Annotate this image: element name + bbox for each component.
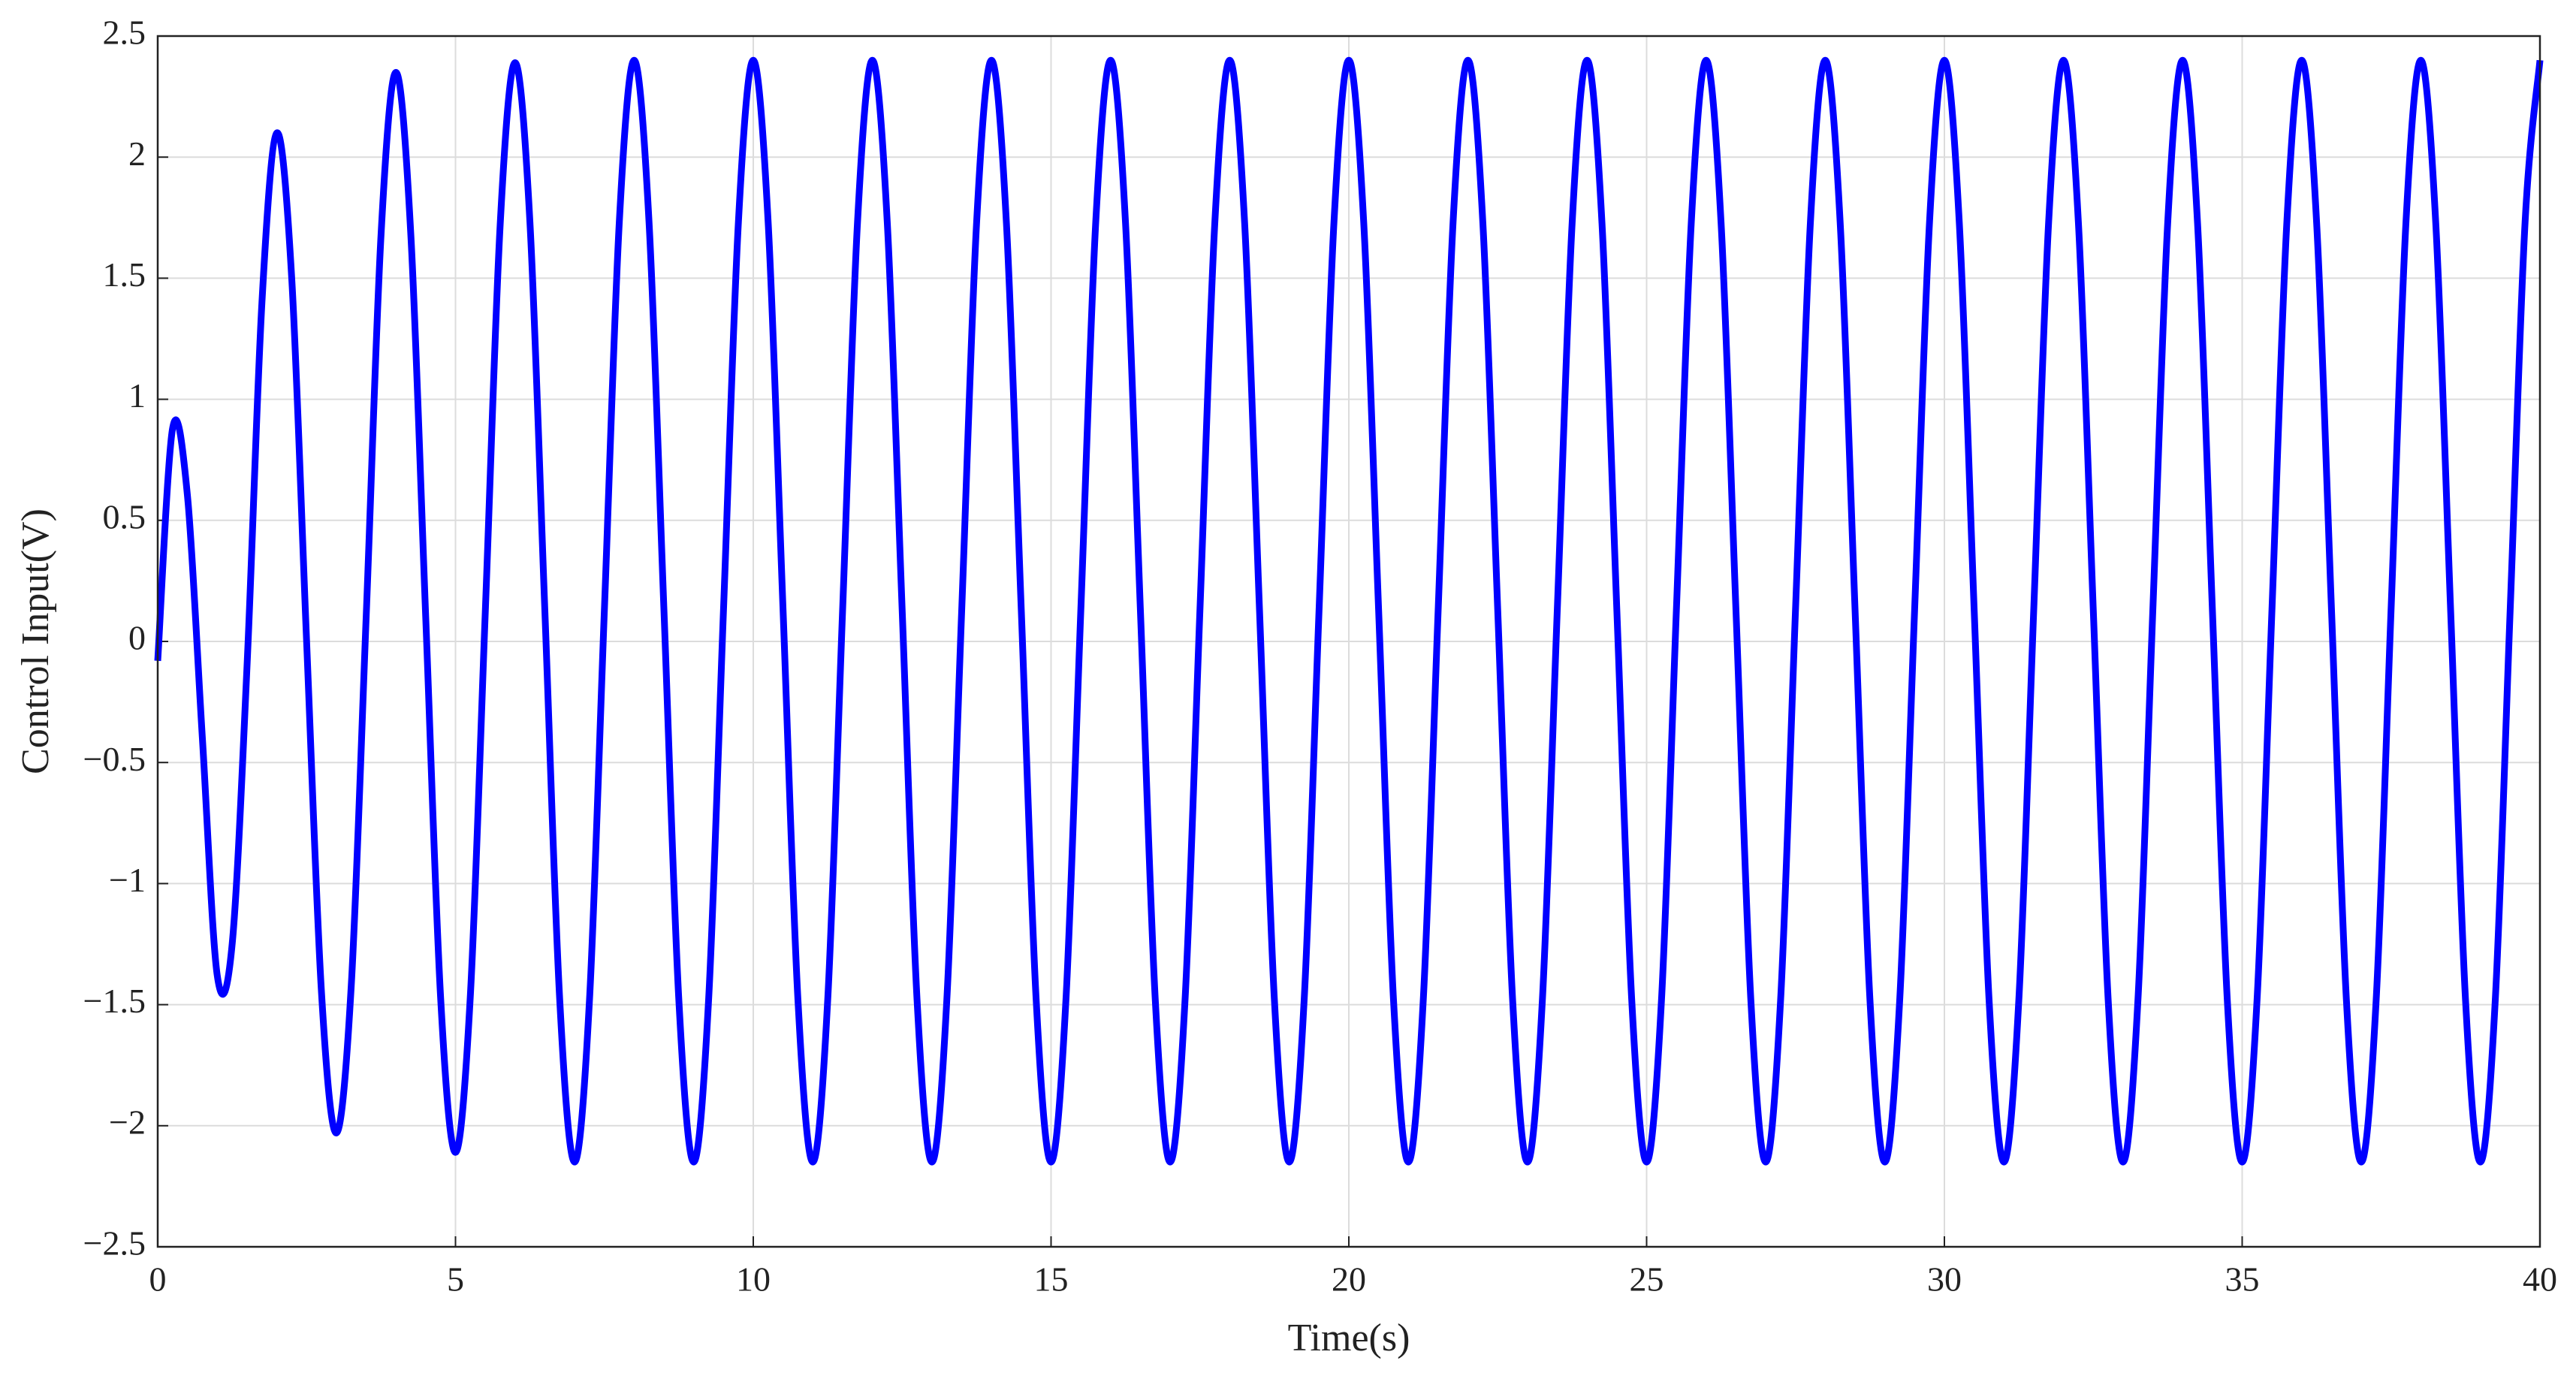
x-tick-label: 30 <box>1927 1260 1962 1299</box>
y-tick-label: 0.5 <box>103 497 146 536</box>
x-tick-label: 15 <box>1034 1260 1069 1299</box>
y-tick-label: 2 <box>128 134 146 173</box>
y-tick-label: 1 <box>128 376 146 415</box>
plot-frame <box>156 35 2541 1248</box>
x-tick-label: 20 <box>1332 1260 1366 1299</box>
y-tick-label: −1.5 <box>83 982 146 1020</box>
x-tick-label: 0 <box>149 1260 167 1299</box>
x-tick-label: 10 <box>736 1260 771 1299</box>
x-tick-label: 25 <box>1630 1260 1664 1299</box>
y-tick-label: 0 <box>128 619 146 657</box>
y-tick-label: −2 <box>109 1103 146 1141</box>
x-tick-label: 40 <box>2523 1260 2557 1299</box>
line-series <box>154 56 2544 1166</box>
y-tick-label: −1 <box>109 861 146 899</box>
y-tick-label: −0.5 <box>83 740 146 778</box>
x-tick-label: 35 <box>2225 1260 2260 1299</box>
y-axis-title: Control Input(V) <box>14 508 57 774</box>
y-tick-label: 2.5 <box>103 14 146 52</box>
x-tick-label: 5 <box>447 1260 464 1299</box>
x-axis-title: Time(s) <box>1288 1317 1410 1359</box>
y-tick-label: −2.5 <box>83 1224 146 1263</box>
y-tick-label: 1.5 <box>103 255 146 294</box>
